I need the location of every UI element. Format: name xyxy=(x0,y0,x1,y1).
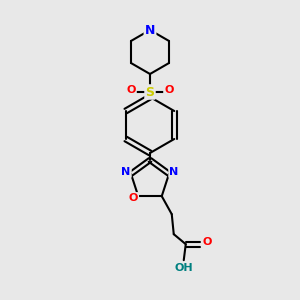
Text: N: N xyxy=(122,167,130,177)
Text: S: S xyxy=(146,85,154,98)
Text: N: N xyxy=(169,167,178,177)
Text: OH: OH xyxy=(174,263,193,273)
Text: O: O xyxy=(126,85,136,95)
Text: N: N xyxy=(145,23,155,37)
Text: O: O xyxy=(129,193,138,203)
Text: O: O xyxy=(164,85,174,95)
Text: O: O xyxy=(202,237,212,247)
